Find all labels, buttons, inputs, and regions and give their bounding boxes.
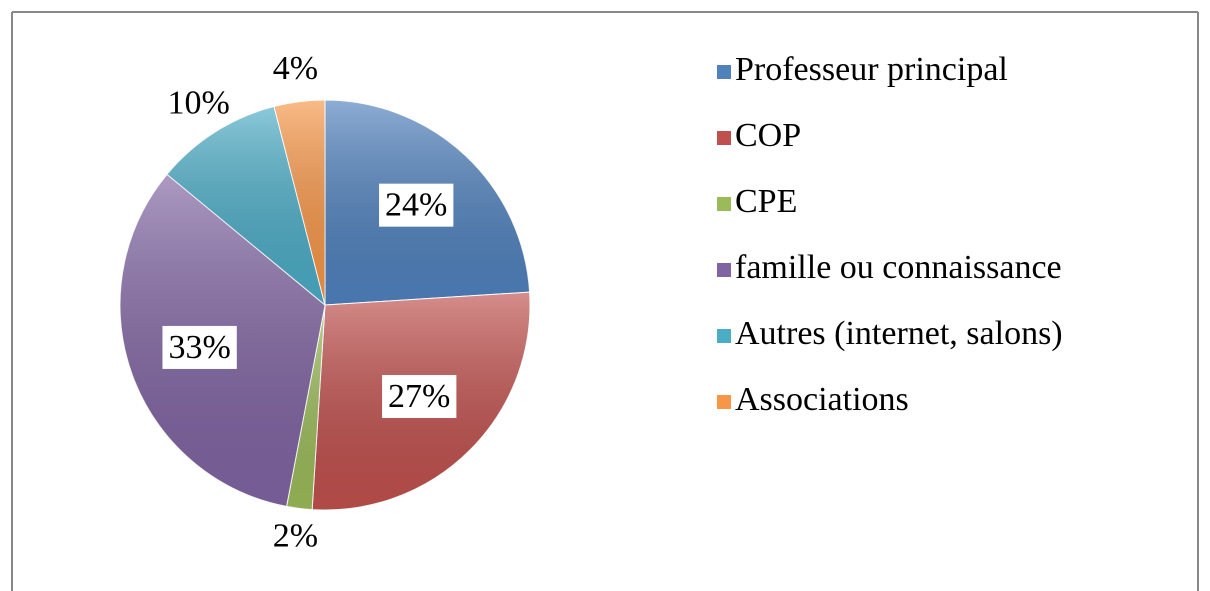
data-label: 24% — [385, 187, 447, 224]
legend-label: COP — [735, 117, 801, 154]
legend-label: Autres (internet, salons) — [735, 315, 1063, 352]
legend-swatch — [717, 263, 731, 277]
data-label: 33% — [168, 329, 230, 366]
legend-swatch — [717, 197, 731, 211]
data-label: 4% — [273, 50, 318, 87]
legend-label: Professeur principal — [735, 51, 1008, 88]
data-label-box — [382, 375, 457, 419]
data-label-box — [162, 325, 237, 369]
data-label: 27% — [388, 378, 450, 415]
data-label: 2% — [273, 518, 318, 555]
data-label-box — [379, 183, 454, 227]
legend-swatch — [717, 131, 731, 145]
legend-swatch — [717, 329, 731, 343]
legend-label: CPE — [735, 183, 797, 220]
legend-label: Associations — [735, 381, 909, 418]
legend-swatch — [717, 395, 731, 409]
legend-label: famille ou connaissance — [735, 249, 1062, 286]
legend-swatch — [717, 65, 731, 79]
data-label: 10% — [168, 85, 230, 122]
